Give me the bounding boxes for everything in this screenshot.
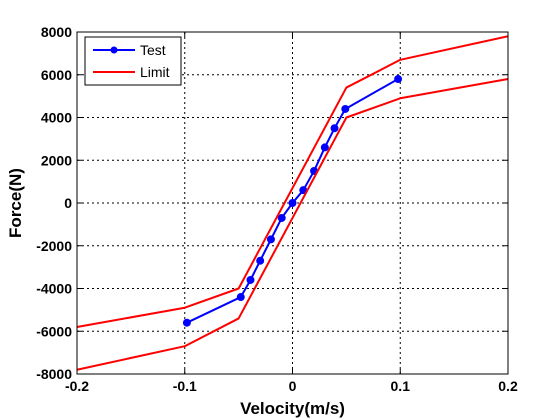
ticks: -0.2 -0.1 0 0.1 0.2 -8000 -6000 -4000 -2000 0 2000… (36, 24, 518, 394)
legend-label-test: Test (140, 42, 166, 58)
data-point-test (236, 293, 245, 302)
legend-marker-test (110, 46, 118, 54)
series-line-limit-upper (76, 78, 509, 371)
y-tick-label-2000: -2000 (36, 238, 72, 254)
series-layer (76, 35, 509, 371)
data-point-test (394, 75, 403, 84)
data-point-test (288, 199, 297, 207)
x-axis-label: Velocity(m/s) (240, 399, 345, 418)
x-tick-label-0-2: 0.2 (498, 378, 518, 394)
y-tick-label-6000: -6000 (36, 323, 72, 339)
x-tick-label-0-1: -0.1 (173, 378, 197, 394)
data-point-test (266, 235, 275, 244)
legend: Test Limit (84, 36, 182, 86)
y-tick-label-4000: 4000 (41, 110, 72, 126)
data-point-test (320, 143, 329, 152)
y-tick-label-0: 0 (64, 195, 72, 211)
data-point-test (246, 275, 255, 284)
data-point-test (341, 104, 350, 113)
x-tick-label-0: 0 (289, 378, 297, 394)
data-point-test (182, 318, 191, 327)
y-tick-label-2000: 2000 (41, 152, 72, 168)
data-point-test (277, 213, 286, 222)
y-tick-label-8000: 8000 (41, 24, 72, 40)
x-tick-label-0-2: -0.2 (65, 378, 89, 394)
y-tick-label-8000: -8000 (36, 366, 72, 382)
x-tick-label-0-1: 0.1 (391, 378, 411, 394)
data-point-test (256, 256, 265, 265)
series-line-limit-lower (76, 35, 509, 328)
legend-label-limit: Limit (140, 64, 170, 80)
data-point-test (330, 124, 339, 133)
y-tick-label-6000: 6000 (41, 67, 72, 83)
y-axis-label: Force(N) (6, 168, 25, 238)
y-tick-label-4000: -4000 (36, 281, 72, 297)
legend-box (84, 36, 182, 86)
